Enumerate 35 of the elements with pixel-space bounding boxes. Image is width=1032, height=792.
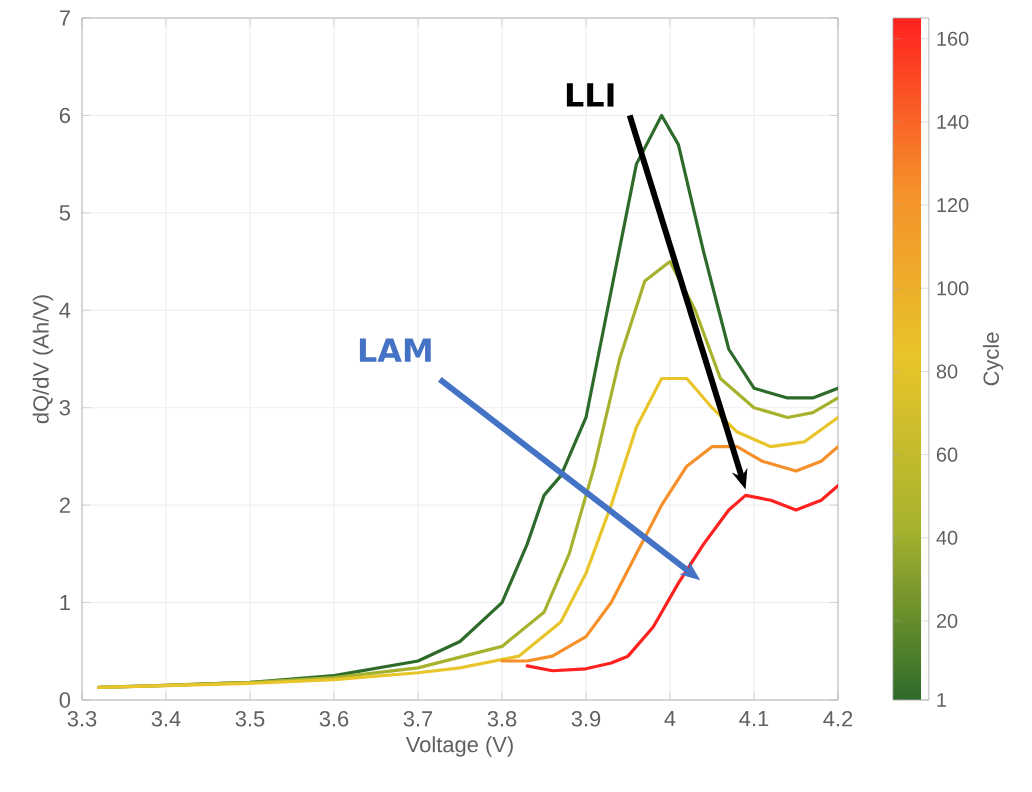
x-axis-title: Voltage (V) xyxy=(405,736,513,757)
y-tick-label: 0 xyxy=(59,692,71,708)
color-bar-label: 1 xyxy=(937,693,947,707)
line-series xyxy=(500,445,838,663)
color-bar-label: 160 xyxy=(937,31,969,46)
x-tick-label: 3.9 xyxy=(571,711,601,727)
color-bar-label: 60 xyxy=(936,447,958,462)
x-tick-label: 3.5 xyxy=(235,711,265,727)
x-tick-label: 3.4 xyxy=(151,711,181,727)
y-tick-label: 4 xyxy=(59,302,71,318)
x-tick-label: 3.7 xyxy=(403,711,433,727)
y-axis-title: dQ/dV (Ah/V) xyxy=(32,295,54,424)
color-bar-label: 120 xyxy=(937,198,969,213)
y-tick-label: 5 xyxy=(59,205,71,221)
y-tick-label: 3 xyxy=(59,399,70,416)
color-bar-label: 40 xyxy=(936,530,958,545)
color-bar-title: Cycle xyxy=(982,332,1004,386)
x-tick-label: 3.6 xyxy=(319,711,349,727)
color-bar-label: 140 xyxy=(937,114,969,129)
color-bar-label: 80 xyxy=(936,364,958,379)
x-tick-label: 3.3 xyxy=(67,711,97,727)
color-bar-label: 100 xyxy=(937,281,969,296)
y-tick-label: 6 xyxy=(59,107,70,124)
x-tick-label: 4 xyxy=(664,711,676,727)
annotation: LLI xyxy=(566,83,614,107)
x-tick-label: 3.8 xyxy=(487,711,517,727)
y-tick-label: 7 xyxy=(59,10,70,26)
annotation: LAM xyxy=(359,338,431,362)
x-tick-label: 4.1 xyxy=(739,711,769,727)
color-bar-label: 20 xyxy=(936,613,958,629)
x-tick-label: 4.2 xyxy=(823,711,853,727)
y-tick-label: 2 xyxy=(59,497,70,513)
y-tick-label: 1 xyxy=(60,595,70,611)
line-series xyxy=(97,376,838,689)
line-series xyxy=(525,484,838,673)
